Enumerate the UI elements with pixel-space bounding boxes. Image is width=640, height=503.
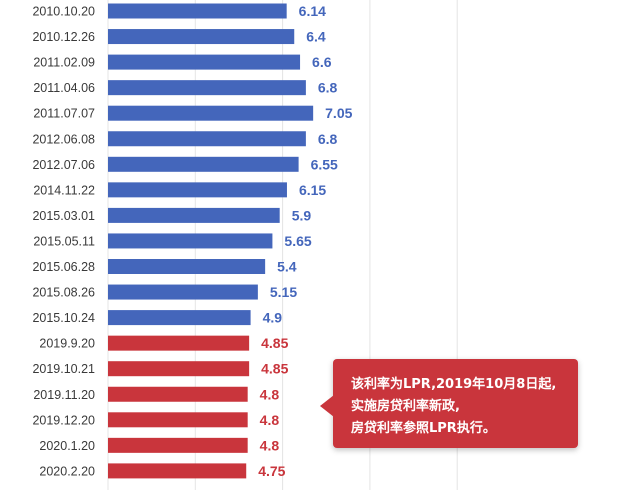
callout-pointer	[320, 395, 334, 417]
value-labels: 6.14 6.4 6.6 6.8 7.05 6.8 6.55 6.15 5.9 5.65 5.4 5.…	[258, 3, 352, 479]
bar-2019.9.20	[108, 335, 250, 351]
category-label: 2019.10.21	[32, 362, 95, 376]
bar-2011.02.09	[108, 54, 301, 70]
value-label: 5.9	[292, 207, 312, 223]
callout-line-1: 该利率为LPR,2019年10月8日起,	[351, 377, 557, 392]
bar-2019.11.20	[108, 386, 248, 402]
value-label: 6.15	[299, 182, 326, 198]
category-label: 2011.04.06	[33, 81, 95, 95]
bar-2012.07.06	[108, 156, 299, 172]
value-label: 4.8	[260, 437, 280, 453]
bar-2011.07.07	[108, 105, 314, 121]
callout-line-3: 房贷利率参照LPR执行。	[351, 421, 496, 436]
category-label: 2010.12.26	[32, 30, 95, 44]
category-label: 2012.07.06	[32, 158, 95, 172]
bar-2015.08.26	[108, 284, 258, 300]
value-label: 6.14	[299, 3, 326, 19]
bar-2020.2.20	[108, 463, 247, 479]
category-label: 2019.11.20	[33, 388, 95, 402]
bar-2010.12.26	[108, 29, 295, 45]
bar-2010.10.20	[108, 3, 287, 19]
value-label: 6.4	[306, 29, 326, 45]
category-label: 2010.10.20	[32, 5, 95, 19]
value-label: 4.85	[261, 361, 288, 377]
value-label: 5.65	[284, 233, 311, 249]
bar-2015.06.28	[108, 259, 266, 274]
category-label: 2019.9.20	[39, 337, 95, 351]
bar-2019.12.20	[108, 412, 248, 428]
value-label: 5.15	[270, 284, 297, 300]
category-label: 2014.11.22	[33, 183, 95, 197]
category-label: 2020.2.20	[39, 464, 95, 478]
value-label: 4.75	[258, 463, 285, 479]
bar-2015.03.01	[108, 207, 280, 223]
value-label: 6.6	[312, 54, 332, 70]
bars	[108, 3, 314, 479]
value-label: 5.4	[277, 259, 297, 275]
lpr-callout: 该利率为LPR,2019年10月8日起, 实施房贷利率新政, 房贷利率参照LPR…	[320, 359, 578, 448]
value-label: 7.05	[325, 105, 352, 121]
bar-2014.11.22	[108, 182, 287, 198]
callout-line-2: 实施房贷利率新政,	[351, 399, 460, 414]
category-label: 2015.06.28	[32, 260, 95, 274]
value-label: 4.85	[261, 335, 288, 351]
category-label: 2015.08.26	[32, 286, 95, 300]
value-label: 6.8	[318, 80, 338, 96]
bar-2015.05.11	[108, 233, 273, 249]
category-label: 2015.10.24	[32, 311, 95, 325]
category-label: 2019.12.20	[32, 413, 95, 427]
bar-2012.06.08	[108, 131, 306, 147]
value-label: 4.8	[260, 412, 280, 428]
value-label: 6.55	[311, 156, 338, 172]
category-label: 2015.03.01	[32, 209, 95, 223]
bar-2019.10.21	[108, 361, 250, 377]
value-label: 6.8	[318, 131, 338, 147]
category-label: 2015.05.11	[33, 234, 95, 248]
value-label: 4.9	[263, 310, 283, 326]
category-label: 2011.07.07	[33, 107, 95, 121]
category-labels: 2010.10.20 2010.12.26 2011.02.09 2011.04.06…	[32, 5, 95, 479]
bar-2015.10.24	[108, 310, 251, 326]
category-label: 2020.1.20	[39, 439, 95, 453]
bar-2020.1.20	[108, 437, 248, 453]
value-label: 4.8	[260, 386, 280, 402]
category-label: 2011.02.09	[33, 56, 95, 70]
category-label: 2012.06.08	[32, 132, 95, 146]
bar-2011.04.06	[108, 80, 306, 96]
